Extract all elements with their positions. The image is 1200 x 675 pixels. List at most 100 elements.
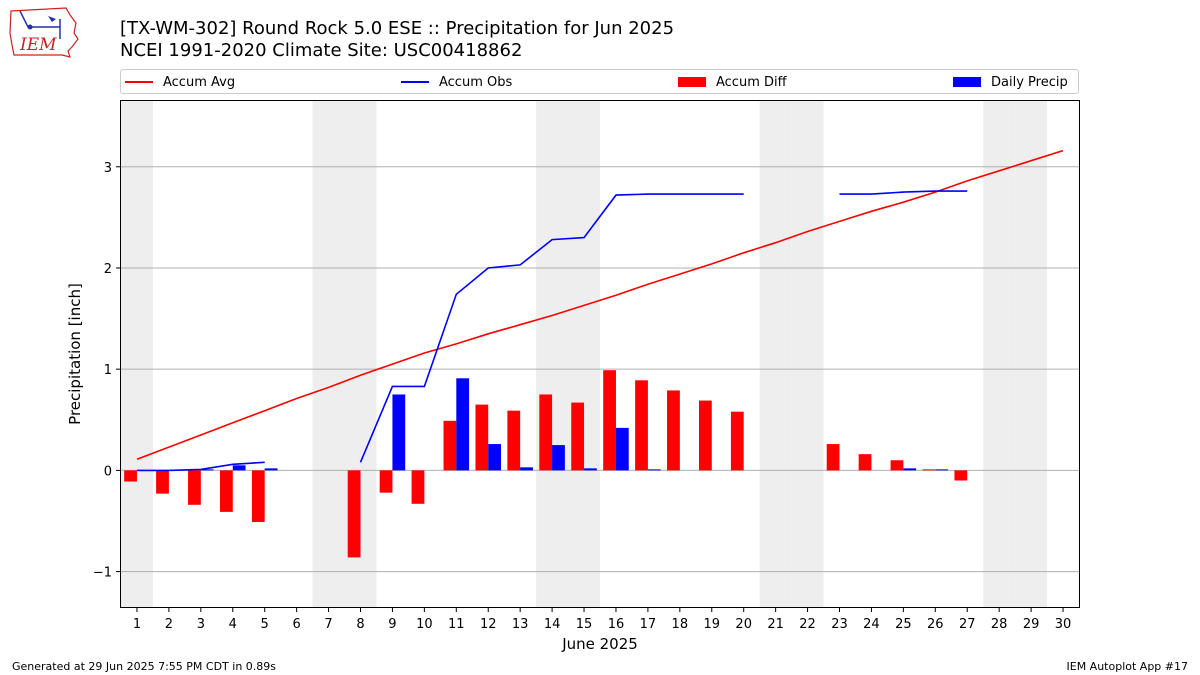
y-tick-label: −1 <box>93 566 112 581</box>
bar-accum-diff-day-10 <box>411 470 425 504</box>
x-tick-label: 18 <box>672 617 689 632</box>
generated-timestamp: Generated at 29 Jun 2025 7:55 PM CDT in … <box>12 660 277 673</box>
weekend-shade-day-28 <box>983 101 1016 607</box>
bar-daily-precip-day-14 <box>552 445 565 471</box>
bar-daily-precip-day-4 <box>232 465 246 471</box>
bar-daily-precip-day-15 <box>584 468 597 471</box>
weekend-shade-day-21 <box>759 101 792 607</box>
bar-accum-diff-day-19 <box>698 400 712 471</box>
weekend-shade-day-15 <box>568 101 600 607</box>
legend-item-accum-avg: Accum Avg <box>125 73 235 91</box>
iowa-outline-shape <box>9 7 79 58</box>
x-tick-label: 22 <box>799 617 816 632</box>
x-tick-label: 21 <box>767 617 784 632</box>
bar-accum-diff-day-8 <box>347 470 361 558</box>
bar-daily-precip-day-11 <box>456 378 470 471</box>
bar-accum-diff-day-24 <box>858 454 872 471</box>
y-tick-label: 3 <box>104 161 112 176</box>
legend-label-accum-diff: Accum Diff <box>716 74 787 90</box>
x-tick-label: 25 <box>895 617 912 632</box>
weekend-shade-day-22 <box>791 101 824 607</box>
x-tick-label: 4 <box>229 617 237 632</box>
bar-daily-precip-day-17 <box>647 469 661 471</box>
bar-accum-diff-day-17 <box>635 380 648 471</box>
y-axis-ticks: −1 0 1 2 3 <box>93 161 121 581</box>
bar-accum-diff-day-11 <box>443 420 457 471</box>
bar-daily-precip-day-26 <box>935 469 949 471</box>
x-tick-label: 3 <box>197 617 205 632</box>
bar-layer <box>124 370 968 558</box>
legend-item-accum-obs: Accum Obs <box>401 73 512 91</box>
bar-daily-precip-day-5 <box>264 468 278 471</box>
logo-text: IEM <box>19 35 57 55</box>
legend-label-accum-obs: Accum Obs <box>439 74 513 90</box>
line-accum-obs <box>839 190 968 195</box>
bar-daily-precip-day-16 <box>615 427 629 471</box>
bar-accum-diff-day-18 <box>667 390 680 471</box>
x-tick-label: 13 <box>512 617 529 632</box>
bar-accum-diff-day-27 <box>954 470 968 481</box>
legend-swatch-accum-diff <box>678 77 706 87</box>
x-axis-label: June 2025 <box>561 635 638 653</box>
x-tick-label: 5 <box>261 617 269 632</box>
weekend-shade-day-14 <box>536 101 569 607</box>
x-tick-label: 12 <box>480 617 497 632</box>
line-accum-obs <box>137 461 265 472</box>
weekend-shade-day-1 <box>121 101 153 607</box>
bar-accum-diff-day-4 <box>219 470 233 512</box>
bar-accum-diff-day-20 <box>730 411 744 471</box>
bar-accum-diff-day-9 <box>379 470 393 493</box>
legend-swatch-daily-precip <box>953 77 981 87</box>
y-tick-label: 0 <box>104 464 112 479</box>
x-tick-label: 19 <box>703 617 720 632</box>
bar-accum-diff-day-2 <box>156 470 169 494</box>
x-tick-label: 26 <box>927 617 944 632</box>
line-accum-obs <box>359 193 744 463</box>
x-tick-label: 27 <box>959 617 976 632</box>
x-tick-label: 28 <box>991 617 1008 632</box>
bar-accum-diff-day-25 <box>890 460 904 471</box>
gridline-layer <box>121 166 1079 573</box>
bar-accum-diff-day-3 <box>188 470 201 505</box>
iem-logo: IEM <box>9 7 79 58</box>
legend-label-accum-avg: Accum Avg <box>163 74 236 90</box>
bar-accum-diff-day-13 <box>507 410 521 471</box>
legend-item-accum-diff: Accum Diff <box>678 73 787 91</box>
weekend-shading-layer <box>121 101 1048 607</box>
bar-daily-precip-day-12 <box>488 444 502 471</box>
weather-station-icon <box>19 10 29 28</box>
x-tick-label: 20 <box>735 617 752 632</box>
weekend-shade-day-29 <box>1015 101 1048 607</box>
legend-swatch-accum-avg <box>125 81 153 83</box>
legend-label-daily-precip: Daily Precip <box>991 74 1068 90</box>
x-tick-label: 6 <box>292 617 300 632</box>
x-tick-label: 1 <box>133 617 141 632</box>
x-tick-label: 29 <box>1023 617 1040 632</box>
bar-accum-diff-day-15 <box>571 402 585 471</box>
bar-accum-diff-day-16 <box>603 370 616 471</box>
autoplot-app-label: IEM Autoplot App #17 <box>1066 660 1189 673</box>
chart-subtitle: NCEI 1991-2020 Climate Site: USC00418862 <box>120 40 523 61</box>
bar-accum-diff-day-5 <box>251 470 265 522</box>
bar-daily-precip-day-25 <box>903 468 917 471</box>
x-tick-label: 14 <box>544 617 561 632</box>
x-tick-label: 23 <box>831 617 848 632</box>
x-tick-label: 17 <box>640 617 657 632</box>
bar-accum-diff-day-1 <box>124 470 137 482</box>
x-tick-label: 2 <box>165 617 173 632</box>
x-tick-label: 15 <box>576 617 593 632</box>
line-layer <box>136 149 1064 472</box>
x-tick-label: 10 <box>416 617 433 632</box>
bar-accum-diff-day-26 <box>922 469 936 471</box>
chart-title: [TX-WM-302] Round Rock 5.0 ESE :: Precip… <box>120 18 675 39</box>
x-tick-label: 24 <box>863 617 880 632</box>
legend-item-daily-precip: Daily Precip <box>953 73 1068 91</box>
x-tick-label: 7 <box>324 617 332 632</box>
plot-frame <box>120 100 1080 608</box>
y-tick-label: 2 <box>104 262 112 277</box>
bar-daily-precip-day-3 <box>200 469 214 471</box>
chart-legend: Accum Avg Accum Obs Accum Diff Daily Pre… <box>120 69 1079 94</box>
x-tick-label: 30 <box>1055 617 1072 632</box>
x-tick-label: 9 <box>388 617 396 632</box>
